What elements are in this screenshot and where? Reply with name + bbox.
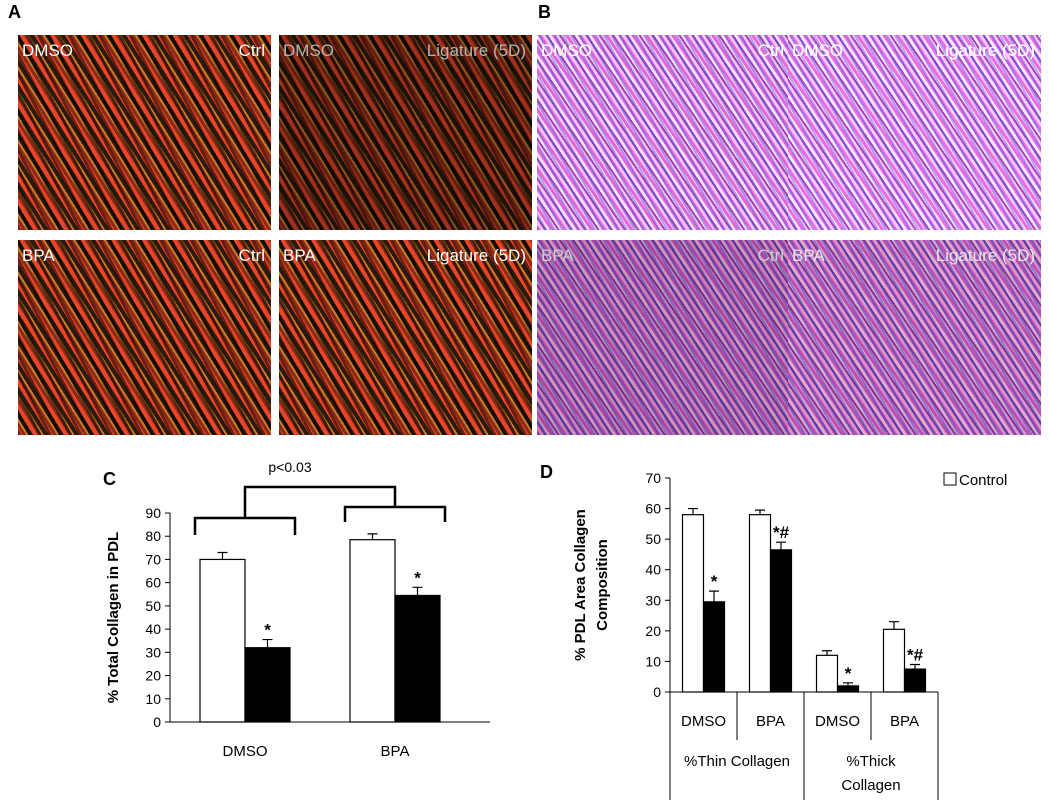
y-tick-label: 70	[145, 551, 161, 567]
x-tick-label: DMSO	[815, 713, 860, 730]
error-bar	[262, 638, 273, 648]
image-label: Ligature (5D)	[935, 41, 1035, 60]
image-label: DMSO	[541, 41, 592, 60]
significance-label: *	[414, 568, 421, 587]
panel-letter: C	[103, 469, 116, 489]
error-bar	[910, 663, 920, 670]
y-tick-label: 20	[645, 623, 661, 639]
bar	[199, 558, 246, 723]
y-axis-label: % Total Collagen in PDL	[105, 532, 122, 703]
y-tick-label: 0	[653, 684, 661, 700]
image-label: BPA	[283, 246, 316, 265]
error-bar	[217, 551, 228, 560]
bar	[244, 647, 291, 723]
image-label: Ligature (5D)	[426, 41, 526, 60]
image-label: BPA	[792, 246, 825, 265]
bar	[815, 654, 839, 693]
image-label: Ctrl	[757, 246, 784, 265]
error-bar	[755, 509, 765, 515]
y-tick-label: 40	[145, 621, 161, 637]
y-tick-label: 80	[145, 528, 161, 544]
y-tick-label: 70	[645, 470, 661, 486]
bar	[882, 628, 906, 693]
x-tick-label: BPA	[756, 713, 785, 730]
y-tick-label: 30	[145, 644, 161, 660]
y-tick-label: 40	[645, 562, 661, 578]
x-tick-label: BPA	[381, 743, 410, 760]
legend-label: Control	[959, 472, 1007, 489]
y-tick-label: 10	[645, 653, 661, 669]
bar	[748, 514, 772, 693]
bar	[394, 594, 441, 723]
y-tick-label: 10	[145, 691, 161, 707]
bar	[836, 685, 860, 693]
x-tick-label: BPA	[890, 713, 919, 730]
error-bar	[843, 682, 853, 686]
image-label: DMSO	[792, 41, 843, 60]
micrograph: BPA Ctrl	[18, 240, 271, 435]
image-label: DMSO	[22, 41, 73, 60]
image-label: Ligature (5D)	[426, 246, 526, 265]
panel-letter: B	[538, 2, 551, 22]
micrograph: DMSO Ligature (5D)	[788, 35, 1041, 230]
bar	[903, 668, 927, 693]
group-label: %Thick Collagen	[841, 753, 900, 794]
x-tick-label: DMSO	[223, 743, 268, 760]
image-label: Ctrl	[238, 246, 265, 265]
error-bar	[412, 586, 423, 596]
significance-label: *	[845, 664, 852, 683]
significance-label: *	[264, 621, 271, 640]
group-label: %Thin Collagen	[684, 753, 790, 770]
error-bar	[688, 507, 698, 515]
significance-label: *	[711, 572, 718, 591]
significance-label: *#	[773, 523, 790, 542]
bar	[681, 514, 705, 693]
y-tick-label: 20	[145, 668, 161, 684]
image-label: BPA	[22, 246, 55, 265]
bar	[349, 539, 396, 723]
bracket	[193, 485, 447, 535]
bar	[702, 601, 726, 693]
error-bar	[889, 621, 899, 630]
error-bar	[822, 650, 832, 656]
y-tick-label: 30	[645, 592, 661, 608]
panel-letter: D	[540, 462, 553, 482]
x-tick-label: DMSO	[681, 713, 726, 730]
image-label: Ctrl	[238, 41, 265, 60]
y-tick-label: 50	[145, 598, 161, 614]
micrograph: DMSO Ctrl	[18, 35, 271, 230]
y-tick-label: 0	[153, 714, 161, 730]
bar	[769, 549, 793, 693]
error-bar	[367, 533, 378, 540]
y-tick-label: 60	[145, 575, 161, 591]
micrograph: BPA Ligature (5D)	[788, 240, 1041, 435]
micrograph: DMSO Ctrl	[537, 35, 790, 230]
micrograph: DMSO Ligature (5D)	[279, 35, 532, 230]
significance-label: *#	[907, 645, 924, 664]
error-bar	[709, 590, 719, 602]
error-bar	[776, 541, 786, 550]
image-label: Ctrl	[757, 41, 784, 60]
y-tick-label: 90	[145, 505, 161, 521]
y-axis-label: Composition	[594, 539, 611, 631]
p-value: p<0.03	[268, 459, 311, 475]
y-tick-label: 60	[645, 501, 661, 517]
micrograph: BPA Ctrl	[537, 240, 790, 435]
image-label: DMSO	[283, 41, 334, 60]
y-tick-label: 50	[645, 531, 661, 547]
legend-swatch	[943, 472, 957, 486]
panel-letter: A	[8, 2, 21, 22]
y-axis-label: % PDL Area Collagen	[572, 509, 589, 661]
micrograph: BPA Ligature (5D)	[279, 240, 532, 435]
image-label: BPA	[541, 246, 574, 265]
image-label: Ligature (5D)	[935, 246, 1035, 265]
